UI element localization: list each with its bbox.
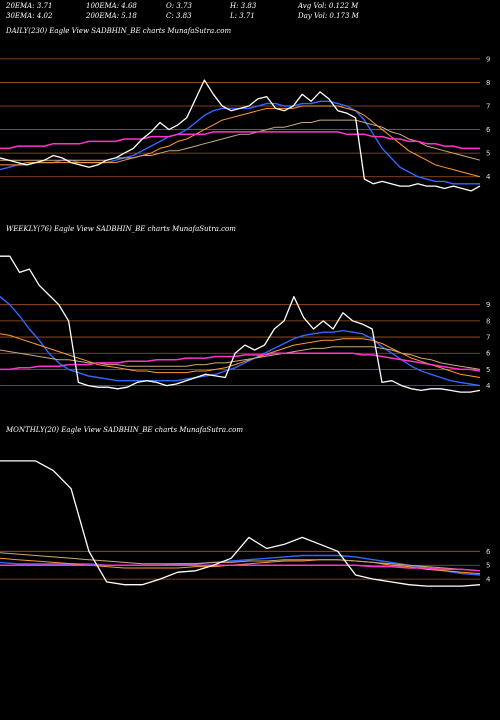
monthly-chart: 6 5 4 — [0, 460, 491, 587]
monthly-ema20-line — [0, 554, 481, 576]
weekly-y-tick-2: 7 — [486, 334, 490, 342]
daily-y-tick-5: 4 — [486, 173, 491, 181]
daily-price-line — [0, 79, 481, 192]
header-ema20: 20EMA: 3.71 — [6, 2, 53, 10]
weekly-panel-title: WEEKLY(76) Eagle View SADBHIN_BE charts … — [6, 225, 236, 233]
monthly-ema100-line — [0, 552, 481, 572]
weekly-ema20-line — [0, 296, 481, 387]
weekly-ema100-line — [0, 346, 481, 370]
monthly-panel-title: MONTHLY(20) Eagle View SADBHIN_BE charts… — [6, 426, 244, 434]
daily-panel-title: DAILY(230) Eagle View SADBHIN_BE charts … — [6, 27, 232, 35]
monthly-ema200-line — [0, 564, 481, 572]
weekly-y-tick-5: 4 — [486, 382, 491, 390]
daily-ema30-line — [0, 105, 481, 178]
daily-ema100-line — [0, 119, 481, 161]
daily-y-tick-4: 5 — [486, 150, 490, 158]
header-close: C: 3.83 — [166, 12, 192, 20]
header-ema200: 200EMA: 5.18 — [86, 12, 137, 20]
weekly-chart: 9 8 7 6 5 4 — [0, 255, 491, 393]
daily-y-tick-3: 6 — [486, 126, 491, 134]
weekly-y-tick-4: 5 — [486, 366, 490, 374]
daily-chart: 9 8 7 6 5 4 — [0, 55, 491, 192]
header-ema30: 30EMA: 4.02 — [6, 12, 53, 20]
monthly-price-line — [0, 460, 481, 587]
header-ema100: 100EMA: 4.68 — [86, 2, 137, 10]
header-avg-vol: Avg Vol: 0.122 M — [298, 2, 359, 10]
weekly-y-tick-1: 8 — [486, 317, 490, 325]
daily-y-tick-2: 7 — [486, 103, 490, 111]
daily-ema20-line — [0, 100, 480, 185]
header-low: L: 3.71 — [230, 12, 255, 20]
daily-ema200-line — [0, 131, 480, 150]
header-day-vol: Day Vol: 0.173 M — [298, 12, 359, 20]
monthly-y-tick-2: 4 — [486, 576, 491, 584]
weekly-price-line — [0, 255, 481, 393]
monthly-y-tick-1: 5 — [486, 562, 490, 570]
daily-y-tick-0: 9 — [486, 55, 490, 63]
header-open: O: 3.73 — [166, 2, 192, 10]
monthly-y-tick-0: 6 — [486, 548, 491, 556]
header-high: H: 3.83 — [230, 2, 257, 10]
weekly-ema200-line — [0, 352, 481, 372]
weekly-y-tick-3: 6 — [486, 350, 491, 358]
weekly-y-tick-0: 9 — [486, 301, 490, 309]
daily-y-tick-1: 8 — [486, 79, 490, 87]
